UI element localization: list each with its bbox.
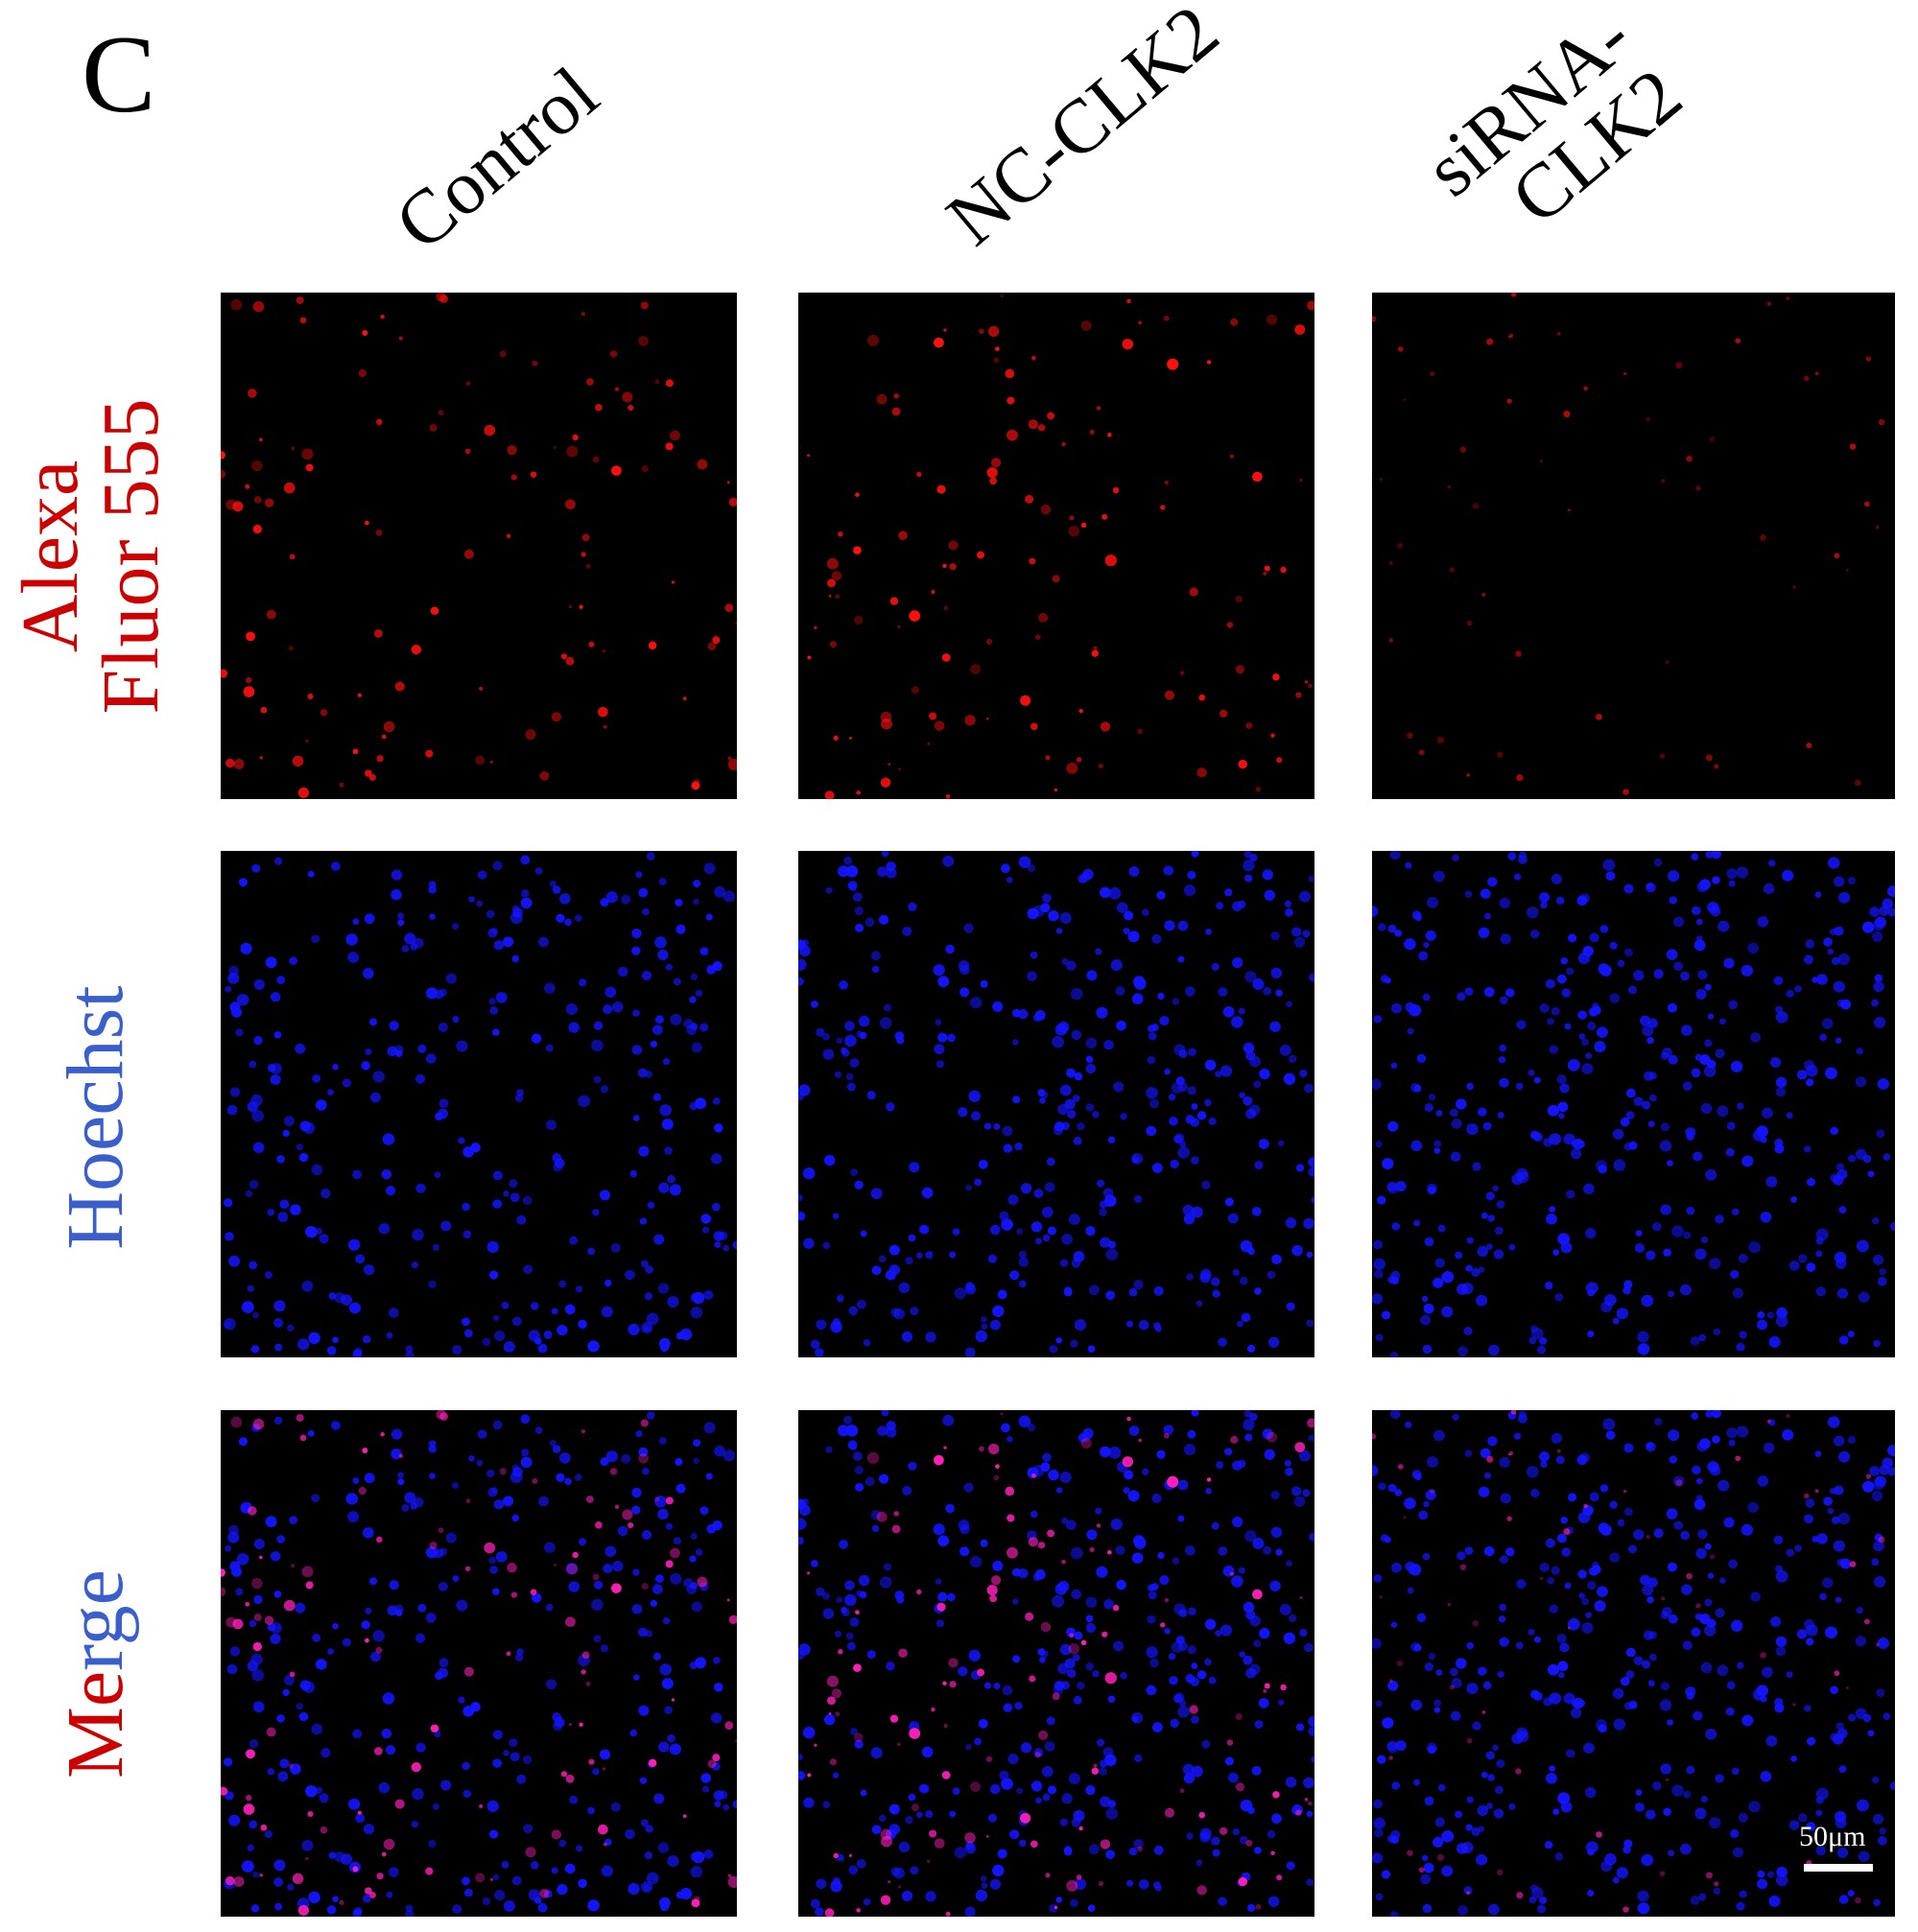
- micrograph-alexa-nc-clk2-svg: [807, 295, 1314, 799]
- micrograph-merge-nc-clk2: [798, 1410, 1314, 1917]
- micrograph-merge-nc-clk2-svg: [798, 1410, 1314, 1917]
- row-label-hoechst-text: Hoechst: [51, 985, 140, 1250]
- micrograph-merge-sirna-clk2: [1372, 1410, 1895, 1917]
- panel-letter: C: [82, 13, 156, 136]
- row-label-merge: Merge: [51, 1569, 140, 1779]
- row-label-alexa-line1: Alexa: [6, 459, 95, 653]
- micrograph-alexa-nc-clk2: [798, 293, 1314, 799]
- row-label-hoechst: Hoechst: [51, 985, 140, 1250]
- micrograph-hoechst-control: [221, 851, 737, 1357]
- micrograph-merge-sirna-clk2-svg: [1372, 1410, 1895, 1917]
- micrograph-hoechst-control-svg: [223, 852, 737, 1357]
- micrograph-hoechst-nc-clk2: [798, 851, 1314, 1357]
- column-label-nc-clk2: NC-CLK2: [932, 0, 1235, 263]
- micrograph-merge-control: [221, 1410, 737, 1917]
- row-label-merge-text: Merge: [51, 1569, 140, 1779]
- micrograph-merge-control-svg: [221, 1410, 737, 1917]
- micrograph-alexa-control-svg: [221, 293, 737, 798]
- row-label-alexa-line2: Fluor 555: [86, 398, 176, 715]
- micrograph-hoechst-nc-clk2-svg: [798, 851, 1314, 1357]
- column-label-sirna-clk2: siRNA- CLK2: [1410, 0, 1697, 269]
- scale-bar-label: 50μm: [1799, 1821, 1866, 1852]
- column-label-control: Control: [380, 51, 614, 268]
- row-label-alexa-fluor: Alexa Fluor 555: [6, 398, 176, 715]
- micrograph-alexa-sirna-clk2-svg: [1372, 293, 1885, 795]
- scale-bar: [1804, 1864, 1873, 1872]
- micrograph-alexa-control: [221, 293, 737, 799]
- micrograph-hoechst-sirna-clk2: [1372, 851, 1895, 1357]
- micrograph-alexa-sirna-clk2: [1372, 293, 1895, 799]
- micrograph-hoechst-sirna-clk2-svg: [1372, 851, 1895, 1357]
